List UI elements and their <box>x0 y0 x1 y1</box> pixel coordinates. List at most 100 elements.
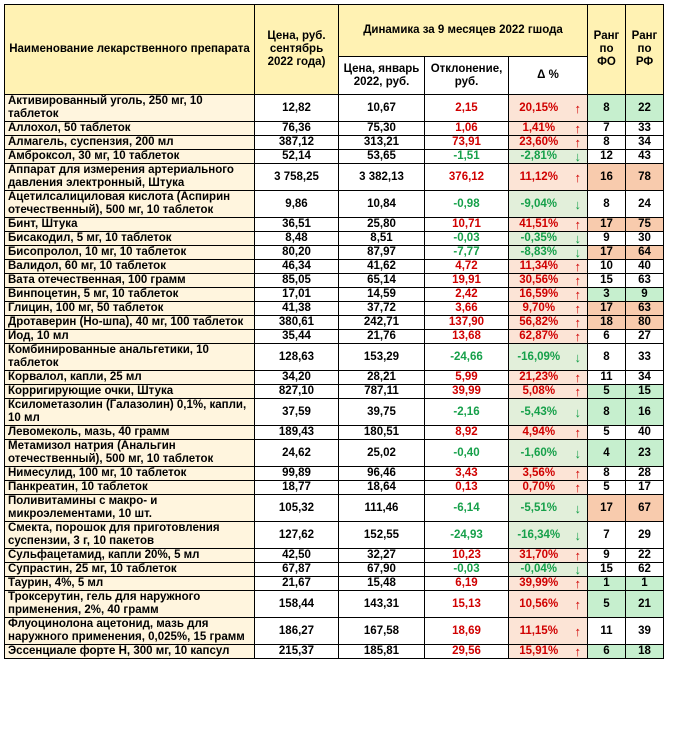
arrow-up-icon: ↑ <box>568 329 588 344</box>
price-jan-cell: 10,84 <box>338 190 425 218</box>
arrow-up-icon: ↑ <box>568 480 588 495</box>
table-body: Активированный уголь, 250 мг, 10 таблето… <box>4 94 664 659</box>
arrow-up-icon: ↑ <box>568 548 588 563</box>
delta-pct-cell: 10,56% <box>508 590 569 618</box>
table-row: Аллохол, 50 таблеток 76,36 75,30 1,06 1,41% ↑… <box>4 121 664 136</box>
price-jan-cell: 180,51 <box>338 425 425 440</box>
delta-pct-cell: 11,15% <box>508 617 569 645</box>
table-row: Левомеколь, мазь, 40 грамм 189,43 180,51 8,… <box>4 425 664 440</box>
rank-fo-cell: 5 <box>587 480 626 495</box>
drug-name-cell: Комбинированные анальгетики, 10 таблеток <box>4 343 255 371</box>
table-row: Бисакодил, 5 мг, 10 таблеток 8,48 8,51 -0,0… <box>4 231 664 246</box>
rank-fo-cell: 17 <box>587 217 626 232</box>
rank-fo-cell: 15 <box>587 273 626 288</box>
table-row: Иод, 10 мл 35,44 21,76 13,68 62,87% ↑ 6 27 <box>4 329 664 344</box>
price-jan-cell: 25,02 <box>338 439 425 467</box>
price-sep-cell: 35,44 <box>254 329 339 344</box>
table-row: Эссенциале форте Н, 300 мг, 10 капсул 215… <box>4 644 664 659</box>
arrow-down-icon: ↓ <box>568 231 588 246</box>
rank-rf-cell: 1 <box>625 576 664 591</box>
rank-rf-cell: 63 <box>625 273 664 288</box>
arrow-down-icon: ↓ <box>568 439 588 467</box>
price-sep-cell: 189,43 <box>254 425 339 440</box>
rank-rf-cell: 28 <box>625 466 664 481</box>
price-jan-cell: 87,97 <box>338 245 425 260</box>
deviation-cell: 5,99 <box>424 370 509 385</box>
rank-fo-cell: 8 <box>587 94 626 122</box>
deviation-cell: 73,91 <box>424 135 509 150</box>
rank-fo-cell: 8 <box>587 466 626 481</box>
table-row: Аппарат для измерения артериального давл… <box>4 163 664 191</box>
header-row-top: Наименование лекарственного препарата Це… <box>4 4 664 95</box>
rank-rf-cell: 80 <box>625 315 664 330</box>
table-row: Комбинированные анальгетики, 10 таблеток… <box>4 343 664 371</box>
price-jan-cell: 28,21 <box>338 370 425 385</box>
delta-pct-cell: -16,09% <box>508 343 569 371</box>
drug-name-cell: Ксилометазолин (Галазолин) 0,1%, капли, … <box>4 398 255 426</box>
rank-fo-cell: 12 <box>587 149 626 164</box>
arrow-down-icon: ↓ <box>568 149 588 164</box>
arrow-up-icon: ↑ <box>568 287 588 302</box>
delta-pct-cell: 0,70% <box>508 480 569 495</box>
price-sep-cell: 18,77 <box>254 480 339 495</box>
drug-name-cell: Супрастин, 25 мг, 10 таблеток <box>4 562 255 577</box>
price-jan-cell: 75,30 <box>338 121 425 136</box>
price-sep-cell: 12,82 <box>254 94 339 122</box>
drug-name-cell: Ацетилсалициловая кислота (Аспирин отече… <box>4 190 255 218</box>
drug-name-cell: Корригирующие очки, Штука <box>4 384 255 399</box>
drug-name-cell: Панкреатин, 10 таблеток <box>4 480 255 495</box>
arrow-up-icon: ↑ <box>568 135 588 150</box>
table-row: Бисопролол, 10 мг, 10 таблеток 80,20 87,97… <box>4 245 664 260</box>
rank-fo-cell: 7 <box>587 521 626 549</box>
rank-fo-cell: 3 <box>587 287 626 302</box>
rank-fo-cell: 16 <box>587 163 626 191</box>
rank-rf-cell: 43 <box>625 149 664 164</box>
rank-fo-cell: 8 <box>587 343 626 371</box>
rank-rf-cell: 23 <box>625 439 664 467</box>
price-sep-cell: 8,48 <box>254 231 339 246</box>
arrow-up-icon: ↑ <box>568 425 588 440</box>
price-sep-cell: 46,34 <box>254 259 339 274</box>
delta-pct-cell: 11,34% <box>508 259 569 274</box>
price-jan-cell: 313,21 <box>338 135 425 150</box>
price-jan-cell: 143,31 <box>338 590 425 618</box>
drug-name-cell: Аппарат для измерения артериального давл… <box>4 163 255 191</box>
arrow-down-icon: ↓ <box>568 190 588 218</box>
table-row: Нимесулид, 100 мг, 10 таблеток 99,89 96,46… <box>4 466 664 481</box>
price-jan-cell: 37,72 <box>338 301 425 316</box>
price-sep-cell: 76,36 <box>254 121 339 136</box>
drug-name-cell: Иод, 10 мл <box>4 329 255 344</box>
col-header-rank-fo: Ранг по ФО <box>587 4 626 95</box>
drug-name-cell: Бинт, Штука <box>4 217 255 232</box>
price-sep-cell: 24,62 <box>254 439 339 467</box>
deviation-cell: 19,91 <box>424 273 509 288</box>
delta-pct-cell: 31,70% <box>508 548 569 563</box>
delta-pct-cell: 23,60% <box>508 135 569 150</box>
rank-fo-cell: 11 <box>587 617 626 645</box>
price-jan-cell: 67,90 <box>338 562 425 577</box>
rank-rf-cell: 63 <box>625 301 664 316</box>
deviation-cell: -2,16 <box>424 398 509 426</box>
drug-name-cell: Эссенциале форте Н, 300 мг, 10 капсул <box>4 644 255 659</box>
price-sep-cell: 41,38 <box>254 301 339 316</box>
delta-pct-cell: 30,56% <box>508 273 569 288</box>
price-sep-cell: 3 758,25 <box>254 163 339 191</box>
table-row: Панкреатин, 10 таблеток 18,77 18,64 0,13 0,7… <box>4 480 664 495</box>
arrow-up-icon: ↑ <box>568 94 588 122</box>
table-row: Супрастин, 25 мг, 10 таблеток 67,87 67,90-… <box>4 562 664 577</box>
deviation-cell: 10,23 <box>424 548 509 563</box>
table-row: Корвалол, капли, 25 мл 34,20 28,21 5,99 21,2… <box>4 370 664 385</box>
price-sep-cell: 158,44 <box>254 590 339 618</box>
table-row: Дротаверин (Но-шпа), 40 мг, 100 таблеток… <box>4 315 664 330</box>
drug-name-cell: Винпоцетин, 5 мг, 10 таблеток <box>4 287 255 302</box>
rank-rf-cell: 30 <box>625 231 664 246</box>
table-row: Флуоцинолона ацетонид, мазь для наружног… <box>4 617 664 645</box>
drug-name-cell: Бисакодил, 5 мг, 10 таблеток <box>4 231 255 246</box>
drug-name-cell: Корвалол, капли, 25 мл <box>4 370 255 385</box>
delta-pct-cell: -8,83% <box>508 245 569 260</box>
rank-rf-cell: 15 <box>625 384 664 399</box>
price-jan-cell: 21,76 <box>338 329 425 344</box>
table-row: Поливитамины с макро- и микроэлементами,… <box>4 494 664 522</box>
table-row: Активированный уголь, 250 мг, 10 таблето… <box>4 94 664 122</box>
table-row: Вата отечественная, 100 грамм 85,05 65,14 1… <box>4 273 664 288</box>
